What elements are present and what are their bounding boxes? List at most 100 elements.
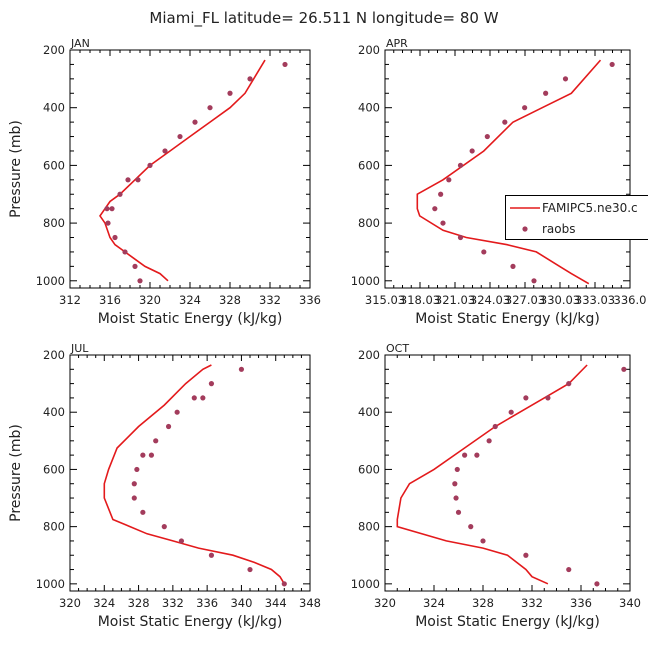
y-tick-label: 200: [43, 348, 65, 362]
data-point-raobs: [522, 105, 528, 111]
legend-label-model: FAMIPC5.ne30.c: [542, 201, 638, 215]
panel-title: JUL: [70, 342, 89, 355]
x-tick-label: 315.03: [365, 293, 405, 307]
y-tick-label: 1000: [36, 274, 65, 288]
data-point-raobs: [469, 148, 475, 154]
x-tick-label: 332: [162, 596, 184, 610]
y-tick-label: 200: [358, 348, 380, 362]
data-point-raobs: [147, 162, 153, 168]
data-point-raobs: [523, 395, 529, 401]
data-point-raobs: [131, 495, 137, 501]
data-point-raobs: [474, 452, 480, 458]
y-tick-label: 600: [43, 462, 65, 476]
data-point-raobs: [153, 438, 159, 444]
data-point-raobs: [432, 206, 438, 212]
x-tick-label: 332: [259, 293, 281, 307]
series-line-model: [396, 364, 588, 585]
data-point-raobs: [455, 509, 462, 515]
y-tick-label: 800: [43, 520, 65, 534]
y-tick-label: 600: [358, 462, 380, 476]
data-point-raobs: [481, 249, 487, 255]
x-tick-label: 324: [179, 293, 201, 307]
y-tick-label: 200: [43, 43, 65, 57]
x-tick-label: 316: [99, 293, 121, 307]
y-tick-label: 800: [358, 520, 380, 534]
y-tick-label: 400: [358, 405, 380, 419]
x-tick-label: 328: [219, 293, 241, 307]
legend-box: [505, 195, 648, 240]
data-point-raobs: [191, 395, 197, 401]
figure-title: Miami_FL latitude= 26.511 N longitude= 8…: [149, 9, 498, 28]
y-tick-label: 1000: [351, 577, 380, 591]
x-tick-label: 328: [128, 596, 150, 610]
x-tick-label: 340: [230, 596, 252, 610]
data-point-raobs: [174, 409, 180, 415]
data-point-raobs: [609, 61, 615, 68]
x-tick-label: 328: [472, 596, 494, 610]
y-tick-label: 600: [358, 158, 380, 172]
panel-title: JAN: [70, 37, 90, 50]
x-tick-label: 333.03: [575, 293, 615, 307]
data-point-raobs: [131, 481, 137, 487]
chart-panel-jan: JAN 312 316 320 324 328 332 336 200 400 600 800 1000…: [8, 37, 321, 327]
data-point-raobs: [510, 263, 516, 269]
data-point-raobs: [238, 366, 245, 372]
data-point-raobs: [104, 206, 110, 212]
data-point-raobs: [508, 409, 514, 415]
data-point-raobs: [177, 133, 183, 140]
data-point-raobs: [208, 381, 215, 387]
series-line-model: [103, 364, 285, 585]
series-line-model: [416, 59, 602, 285]
legend-label-raobs: raobs: [542, 222, 576, 236]
data-point-raobs: [621, 366, 627, 372]
x-tick-label: 318.03: [400, 293, 440, 307]
x-tick-label: 344: [265, 596, 287, 610]
data-point-raobs: [531, 278, 537, 284]
x-tick-label: 324: [423, 596, 445, 610]
data-point-raobs: [192, 119, 198, 125]
x-tick-label: 327.03: [505, 293, 545, 307]
panel-title: OCT: [386, 342, 409, 355]
x-tick-label: 336: [196, 596, 218, 610]
y-tick-label: 400: [358, 101, 380, 115]
series-line-model: [99, 59, 266, 282]
data-point-raobs: [281, 581, 287, 587]
data-point-raobs: [446, 177, 452, 183]
data-point-raobs: [502, 119, 508, 125]
legend-dot-swatch: [522, 226, 528, 232]
data-point-raobs: [105, 220, 111, 226]
data-point-raobs: [440, 220, 446, 226]
data-point-raobs: [207, 105, 213, 111]
x-axis-label: Moist Static Energy (kJ/kg): [98, 614, 283, 630]
data-point-raobs: [148, 452, 155, 458]
y-tick-label: 600: [43, 158, 65, 172]
x-tick-label: 320: [59, 596, 81, 610]
data-point-raobs: [545, 395, 551, 401]
x-axis-label: Moist Static Energy (kJ/kg): [415, 311, 600, 327]
data-point-raobs: [457, 162, 464, 168]
data-point-raobs: [566, 566, 572, 573]
data-point-raobs: [200, 395, 206, 401]
data-point-raobs: [208, 552, 215, 558]
x-tick-label: 321.03: [435, 293, 475, 307]
y-tick-label: 400: [43, 405, 65, 419]
data-point-raobs: [247, 566, 253, 573]
data-point-raobs: [112, 234, 118, 241]
data-point-raobs: [109, 206, 115, 212]
y-tick-label: 800: [43, 216, 65, 230]
x-axis-label: Moist Static Energy (kJ/kg): [98, 311, 283, 327]
data-point-raobs: [122, 249, 128, 255]
data-point-raobs: [140, 452, 146, 458]
x-axis-label: Moist Static Energy (kJ/kg): [415, 614, 600, 630]
data-point-raobs: [543, 90, 549, 96]
data-point-raobs: [523, 552, 529, 558]
data-point-raobs: [438, 191, 444, 197]
data-point-raobs: [162, 148, 168, 154]
chart-panel-oct: OCT 320 324 328 332 336 340 200 400 600 800 1000 Moi…: [351, 342, 641, 630]
y-tick-label: 1000: [351, 274, 380, 288]
data-point-raobs: [492, 423, 498, 430]
data-point-raobs: [282, 61, 288, 68]
x-tick-label: 324.03: [470, 293, 510, 307]
x-tick-label: 336.0: [614, 293, 647, 307]
